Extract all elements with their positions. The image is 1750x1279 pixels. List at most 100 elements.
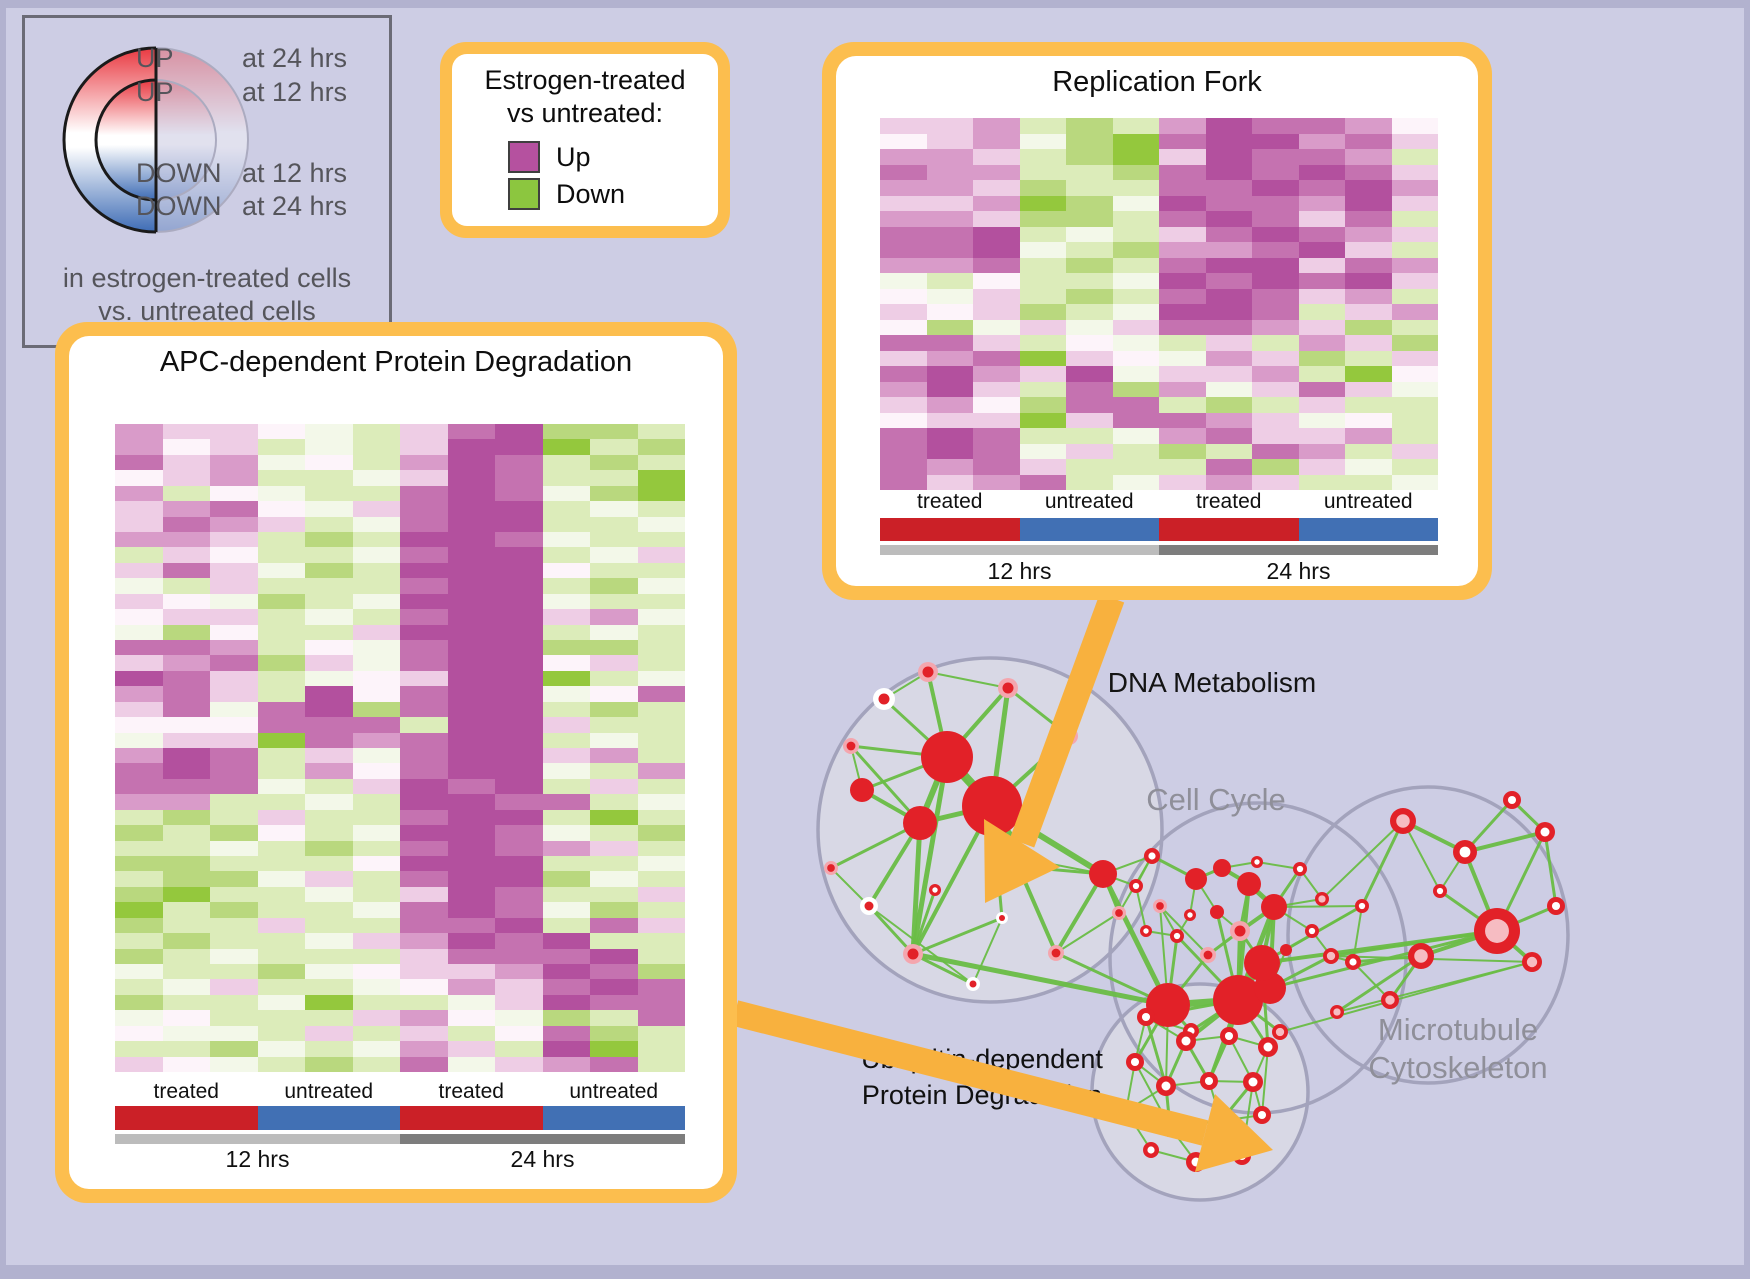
- heatmap-cell: [1298, 164, 1345, 180]
- heatmap-cell: [1205, 428, 1252, 444]
- heatmap-cell: [590, 424, 638, 440]
- heatmap-cell: [1019, 335, 1066, 351]
- time-label-24hrs: 24 hrs: [510, 1146, 575, 1172]
- heatmap-cell: [210, 1025, 258, 1042]
- heatmap-cell: [210, 424, 258, 440]
- heatmap-cell: [115, 825, 163, 841]
- heatmap-cell: [400, 902, 448, 918]
- heatmap-cell: [590, 979, 638, 995]
- network-edge: [1329, 929, 1499, 958]
- heatmap-cell: [542, 609, 590, 625]
- heatmap-cell: [880, 242, 927, 258]
- heatmap-cell: [305, 670, 353, 687]
- heatmap-cell: [447, 516, 495, 532]
- heatmap-cell: [973, 366, 1020, 382]
- heatmap-cell: [1066, 412, 1113, 428]
- gene-node-solid-red: [1210, 905, 1224, 919]
- gene-node-solid-red: [1237, 872, 1261, 896]
- heatmap-cell: [1298, 319, 1345, 335]
- heatmap-cell: [162, 701, 210, 718]
- heatmap-cell: [1391, 195, 1438, 211]
- heatmap-cell: [1112, 335, 1159, 351]
- gene-node-ring-white-center: [1144, 848, 1160, 864]
- heatmap-cell: [447, 593, 495, 610]
- heatmap-cell: [400, 640, 448, 656]
- heatmap-cell: [162, 964, 210, 980]
- heatmap-cell: [590, 640, 638, 656]
- heatmap-cell: [495, 670, 543, 687]
- group-label-treated: treated: [1196, 490, 1262, 513]
- heatmap-cell: [352, 748, 400, 764]
- heatmap-cell: [590, 686, 638, 702]
- heatmap-cell: [1019, 149, 1066, 165]
- heatmap-cell: [880, 164, 927, 180]
- heatmap-cell: [115, 454, 163, 471]
- heatmap-cell: [305, 532, 353, 548]
- heatmap-cell: [590, 778, 638, 795]
- heatmap-cell: [115, 948, 163, 964]
- heatmap-cell: [447, 701, 495, 718]
- heatmap-cell: [1066, 474, 1113, 490]
- heatmap-cell: [1159, 366, 1206, 382]
- heatmap-cell: [1205, 149, 1252, 165]
- heatmap-cell: [352, 686, 400, 702]
- heatmap-cell: [1391, 242, 1438, 258]
- heatmap-cell: [1252, 397, 1299, 413]
- heatmap-cell: [162, 686, 210, 702]
- dna-metabolism-label: DNA Metabolism: [1108, 667, 1317, 698]
- gene-node-solid-red: [850, 778, 874, 802]
- heatmap-cell: [305, 825, 353, 841]
- heatmap-cell: [305, 485, 353, 502]
- heatmap-cell: [400, 516, 448, 532]
- gene-node-halo-pink-red-core: [824, 861, 838, 875]
- heatmap-cell: [305, 470, 353, 486]
- heatmap-cell: [1066, 164, 1113, 180]
- heatmap-cell: [210, 994, 258, 1011]
- heatmap-cell: [495, 516, 543, 532]
- heatmap-cell: [400, 979, 448, 995]
- heatmap-cell: [542, 547, 590, 563]
- heatmap-cell: [1298, 226, 1345, 242]
- heatmap-cell: [210, 686, 258, 702]
- heatmap-cell: [1345, 381, 1392, 397]
- heatmap-cell: [447, 902, 495, 918]
- heatmap-cell: [115, 778, 163, 795]
- heatmap-cell: [447, 439, 495, 455]
- condition-bar-untreated: [1019, 518, 1159, 541]
- heatmap-cell: [400, 439, 448, 455]
- heatmap-cell: [210, 748, 258, 764]
- heatmap-cell: [257, 439, 305, 455]
- heatmap-cell: [352, 933, 400, 949]
- gene-node-ring-pink-center: [1390, 808, 1416, 834]
- heatmap-cell: [1298, 211, 1345, 227]
- heatmap-cell: [926, 164, 973, 180]
- heatmap-cell: [305, 871, 353, 887]
- heatmap-cell: [590, 655, 638, 671]
- heatmap-cell: [400, 964, 448, 980]
- heatmap-cell: [973, 242, 1020, 258]
- heatmap-cell: [352, 609, 400, 625]
- heatmap-cell: [542, 439, 590, 455]
- heatmap-cell: [352, 825, 400, 841]
- heatmap-cell: [352, 578, 400, 594]
- heatmap-cell: [1066, 428, 1113, 444]
- gene-node-halo-pink-red-core: [1112, 906, 1126, 920]
- gene-node-ring-white-center: [1547, 897, 1565, 915]
- heatmap-cell: [542, 686, 590, 702]
- gene-node-ring-white-center: [1140, 925, 1152, 937]
- heatmap-cell: [926, 335, 973, 351]
- heatmap-cell: [1205, 350, 1252, 366]
- heatmap-cell: [637, 840, 685, 856]
- heatmap-cell: [115, 994, 163, 1011]
- time-label-24hrs: 24 hrs: [1266, 558, 1331, 584]
- heatmap-cell: [352, 809, 400, 826]
- heatmap-cell: [257, 902, 305, 918]
- heatmap-cell: [210, 778, 258, 795]
- network-edge: [1144, 1015, 1168, 1088]
- heatmap-cell: [542, 886, 590, 903]
- gene-node-solid-red: [1185, 868, 1207, 890]
- heatmap-cell: [400, 624, 448, 640]
- replication-fork-group-labels: treated untreated treated untreated: [880, 490, 1438, 516]
- heatmap-cell: [352, 840, 400, 856]
- heatmap-cell: [162, 547, 210, 563]
